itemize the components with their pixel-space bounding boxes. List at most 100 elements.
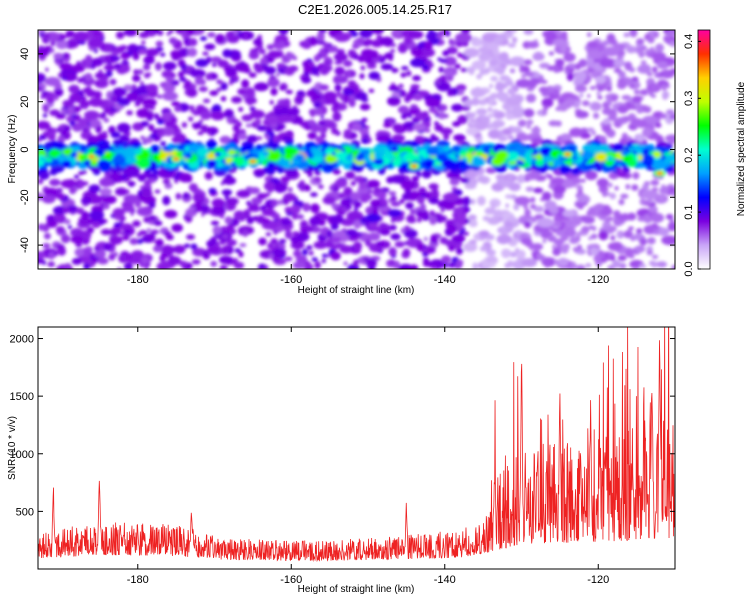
snr-y-tick-label: 1500 (10, 391, 34, 403)
heatmap-cell (306, 89, 317, 98)
heatmap-cell (330, 251, 341, 261)
heatmap-cell (663, 157, 672, 164)
heatmap-cell (505, 262, 515, 268)
heatmap-cell (368, 88, 375, 93)
heatmap-cell (210, 260, 218, 267)
heatmap-cell (283, 146, 296, 156)
heatmap-cell (544, 200, 557, 211)
heatmap-cell (399, 199, 405, 204)
heatmap-cell (233, 210, 245, 220)
heatmap-cell (273, 183, 288, 193)
heatmap-cell (397, 43, 408, 54)
heatmap-cell (582, 216, 595, 224)
heatmap-cell (174, 105, 182, 112)
colorbar: 0.0 0.1 0.2 0.3 0.4 Normalized spectral ampl… (683, 29, 747, 277)
heatmap-cell (163, 61, 177, 71)
heatmap-cell (65, 33, 70, 38)
heatmap-cell (55, 39, 68, 50)
heatmap-cell (343, 129, 352, 138)
heatmap-cell (238, 251, 244, 258)
heatmap-cell (301, 76, 312, 84)
heatmap-cell (197, 131, 204, 136)
heatmap-cell (110, 226, 122, 236)
heatmap-cell (174, 179, 179, 184)
heatmap-cell (186, 88, 198, 98)
heatmap-hotspot (174, 157, 178, 161)
heatmap-cell (587, 143, 599, 153)
heatmap-cell (109, 235, 123, 245)
heatmap-cell (581, 100, 590, 107)
heatmap-cell (171, 223, 183, 233)
heatmap-cell (596, 144, 610, 155)
heatmap-cell (434, 124, 444, 132)
heatmap-cell (262, 218, 271, 224)
heatmap-cell (394, 241, 405, 248)
heatmap-cell (648, 146, 655, 152)
heatmap-cell (333, 52, 348, 62)
heatmap-cell (143, 63, 151, 71)
heatmap-cell (307, 132, 318, 140)
heatmap-cell (611, 260, 621, 269)
heatmap-cell (126, 92, 138, 102)
heatmap-cell (41, 194, 56, 204)
heatmap-cell (632, 171, 640, 180)
heatmap-hotspot (565, 153, 570, 156)
heatmap-cell (604, 192, 611, 196)
heatmap-cell (372, 145, 386, 156)
heatmap-cell (296, 143, 303, 149)
heatmap-cell (245, 123, 252, 128)
heatmap-cell (629, 30, 638, 38)
heatmap-cell (470, 88, 486, 98)
heatmap-cell (284, 229, 293, 239)
heatmap-cell (313, 54, 321, 62)
heatmap-cell (346, 205, 352, 210)
heatmap-cell (612, 143, 624, 153)
heatmap-cell (617, 255, 627, 261)
heatmap-cell (510, 92, 517, 101)
heatmap-cell (576, 184, 583, 191)
heatmap-cell (626, 45, 637, 54)
heatmap-cell (607, 242, 623, 251)
heatmap-cell (94, 72, 105, 79)
heatmap-cell (133, 69, 139, 75)
heatmap-cell (217, 80, 224, 85)
heatmap-cell (136, 158, 151, 169)
heatmap-cell (110, 131, 121, 139)
heatmap-cell (538, 111, 543, 116)
snr-y-label: SNR (10 * v/v) (7, 416, 18, 480)
heatmap-cell (418, 47, 436, 58)
heatmap-cell (601, 40, 609, 47)
heatmap-cell (77, 77, 83, 83)
heatmap-cell (490, 202, 496, 209)
heatmap-cell (179, 260, 188, 267)
heatmap-cell (441, 255, 452, 264)
heatmap-cell (276, 217, 281, 221)
heatmap-cell (134, 148, 142, 154)
heatmap-cell (342, 93, 350, 104)
heatmap-cell (387, 96, 401, 106)
heatmap-cell (59, 62, 73, 71)
heatmap-cell (413, 123, 426, 132)
heatmap-cell (56, 216, 63, 222)
heatmap-cell (288, 53, 296, 60)
heatmap-cell (324, 60, 331, 65)
heatmap-cell (239, 243, 247, 248)
heatmap-cell (292, 261, 306, 269)
heatmap-cell (267, 151, 281, 162)
heatmap-cell (519, 233, 526, 238)
heatmap-cell (405, 151, 418, 162)
heatmap-cell (463, 47, 480, 58)
heatmap-cell (362, 40, 371, 47)
heatmap-cell (635, 133, 645, 143)
heatmap-cell (531, 137, 544, 145)
heatmap-cell (562, 179, 574, 189)
heatmap-cell (222, 245, 231, 253)
heatmap-cell (211, 62, 217, 67)
heatmap-cell (297, 97, 304, 102)
heatmap-cell (187, 47, 198, 57)
heatmap-cell (253, 82, 269, 92)
heatmap-cell (204, 171, 213, 180)
heatmap-cell (175, 192, 182, 200)
snr-x-tick-label: -160 (280, 574, 302, 586)
heatmap-cell (524, 221, 532, 229)
